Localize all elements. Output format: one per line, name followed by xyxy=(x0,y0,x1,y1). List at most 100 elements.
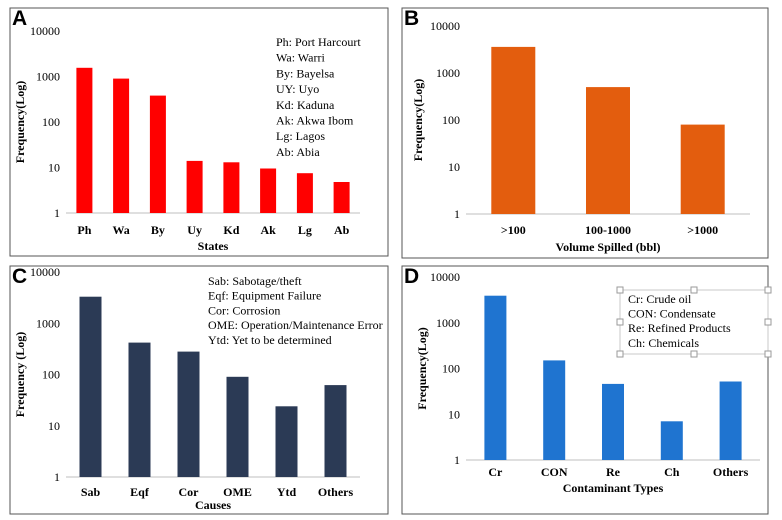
x-tick-label: Ch xyxy=(664,465,680,479)
x-tick-label: >100 xyxy=(501,223,526,237)
x-tick-label: Ak xyxy=(260,223,276,237)
resize-handle[interactable] xyxy=(690,350,698,358)
bar-ab xyxy=(333,182,350,213)
y-tick-label: 10000 xyxy=(430,19,460,33)
x-tick-label: Others xyxy=(713,465,749,479)
legend-entry: Re: Refined Products xyxy=(628,321,731,335)
y-axis-title: Frequency(Log) xyxy=(13,81,27,163)
legend-entry: By: Bayelsa xyxy=(276,66,335,80)
x-tick-label: 100-1000 xyxy=(585,223,631,237)
legend-entry: Ch: Chemicals xyxy=(628,336,699,350)
panel-frame xyxy=(9,7,389,257)
x-tick-label: Lg xyxy=(298,223,312,237)
legend-entry: Eqf: Equipment Failure xyxy=(208,289,321,303)
x-tick-label: By xyxy=(151,223,165,237)
y-axis-title: Frequency(Log) xyxy=(411,79,425,161)
panel-letter: A xyxy=(12,7,27,30)
bar-wa xyxy=(113,78,130,213)
x-axis-title: Volume Spilled (bbl) xyxy=(556,240,661,254)
y-tick-label: 100 xyxy=(442,362,460,376)
legend-entry: Ab: Abia xyxy=(276,145,320,159)
bar-re xyxy=(602,383,624,460)
x-tick-label: >1000 xyxy=(687,223,718,237)
legend-entry: OME: Operation/Maintenance Error xyxy=(208,318,383,332)
resize-handle[interactable] xyxy=(616,286,624,294)
panel-letter: B xyxy=(404,7,419,30)
bar-uy xyxy=(186,160,203,213)
resize-handle[interactable] xyxy=(764,286,772,294)
bar-kd xyxy=(223,162,240,213)
resize-handle[interactable] xyxy=(690,286,698,294)
bar-con xyxy=(543,360,566,460)
y-tick-label: 1000 xyxy=(36,316,60,330)
panel-a: A 1 10 100 1000 10000 Ph Wa By Uy Kd Ak Lg Ab States Fr… xyxy=(9,7,389,257)
y-tick-label: 10 xyxy=(48,419,60,433)
resize-handle[interactable] xyxy=(764,318,772,326)
legend-entry: Cor: Corrosion xyxy=(208,303,280,317)
y-axis-title: Frequency(Log) xyxy=(415,327,429,409)
legend-entry: UY: Uyo xyxy=(276,82,319,96)
panel-b: B 1 10 100 1000 10000 >100 100-1000 >1000 Volume … xyxy=(401,7,769,259)
bar-sab xyxy=(79,296,102,477)
y-tick-label: 1000 xyxy=(36,70,60,84)
y-tick-label: 100 xyxy=(42,368,60,382)
bar-others xyxy=(719,381,742,460)
bar-ch xyxy=(660,421,683,460)
x-tick-label: Others xyxy=(318,485,354,499)
legend-entry: Cr: Crude oil xyxy=(628,292,692,306)
x-tick-label: Cr xyxy=(488,465,503,479)
legend-entry: Kd: Kaduna xyxy=(276,98,335,112)
panel-d: D 1 10 100 1000 10000 Cr CON Re Ch Others Contamina… xyxy=(401,265,772,515)
x-tick-label: Wa xyxy=(112,223,129,237)
y-tick-label: 10000 xyxy=(30,24,60,38)
x-tick-label: Eqf xyxy=(130,485,150,499)
legend-entry: CON: Condensate xyxy=(628,307,716,321)
bar-by xyxy=(149,95,166,213)
y-tick-label: 100 xyxy=(442,113,460,127)
bar--100 xyxy=(491,46,536,215)
y-tick-label: 10 xyxy=(48,161,60,175)
bar-others xyxy=(324,385,347,477)
legend-entry: Ak: Akwa Ibom xyxy=(276,114,354,128)
x-axis-title: Contaminant Types xyxy=(563,481,664,495)
panel-letter: D xyxy=(404,265,419,288)
y-tick-label: 10 xyxy=(448,160,460,174)
y-tick-label: 1 xyxy=(54,470,60,484)
panel-letter: C xyxy=(12,265,27,288)
x-tick-label: Kd xyxy=(223,223,239,237)
y-tick-label: 1 xyxy=(454,453,460,467)
bar-ph xyxy=(76,67,93,213)
bar-ak xyxy=(260,168,277,213)
legend-entry: Lg: Lagos xyxy=(276,129,325,143)
bar--1000 xyxy=(680,124,725,214)
x-tick-label: Sab xyxy=(81,485,101,499)
bar-eqf xyxy=(128,342,151,477)
y-tick-label: 100 xyxy=(42,115,60,129)
y-tick-label: 1000 xyxy=(436,66,460,80)
x-tick-label: CON xyxy=(541,465,568,479)
y-tick-label: 10000 xyxy=(430,270,460,284)
legend-entry: Wa: Warri xyxy=(276,51,325,65)
x-tick-label: Ab xyxy=(334,223,350,237)
resize-handle[interactable] xyxy=(616,318,624,326)
bar-ytd xyxy=(275,406,298,477)
x-tick-label: Uy xyxy=(187,223,202,237)
x-axis-title: States xyxy=(198,239,229,253)
resize-handle[interactable] xyxy=(764,350,772,358)
x-tick-label: Cor xyxy=(179,485,200,499)
legend-entry: Ytd: Yet to be determined xyxy=(208,333,332,347)
y-tick-label: 1000 xyxy=(436,316,460,330)
x-axis-title: Causes xyxy=(195,498,231,512)
resize-handle[interactable] xyxy=(616,350,624,358)
bar-ome xyxy=(226,376,249,477)
legend-entry: Ph: Port Harcourt xyxy=(276,35,361,49)
bar-lg xyxy=(296,173,313,213)
bar-cr xyxy=(484,295,507,460)
y-tick-label: 10000 xyxy=(30,265,60,279)
panel-c: C 1 10 100 1000 10000 Sab Eqf Cor OME Ytd Others Cau… xyxy=(9,265,389,515)
x-tick-label: OME xyxy=(223,485,252,499)
